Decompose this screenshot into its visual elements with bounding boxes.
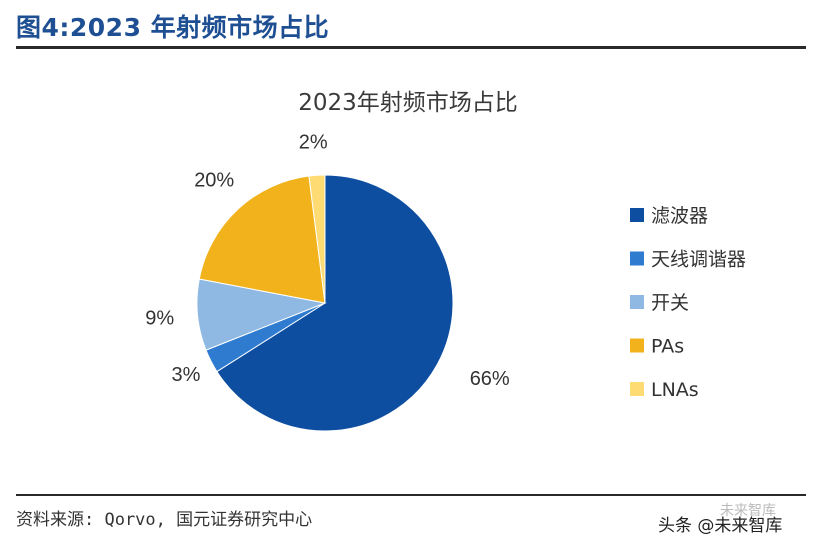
legend-label-0: 滤波器: [651, 205, 708, 227]
legend-label-3: PAs: [651, 336, 684, 358]
slice-label-3: 20%: [194, 169, 234, 191]
slice-label-2: 9%: [145, 308, 174, 330]
slice-label-4: 2%: [299, 131, 328, 153]
legend-label-2: 开关: [651, 292, 689, 314]
legend-swatch-3: [630, 338, 644, 353]
pie-slices: [196, 174, 454, 432]
pie-slice-3: [198, 175, 326, 304]
legend-swatch-4: [630, 382, 644, 396]
chart-title: 2023年射频市场占比: [298, 90, 518, 116]
watermark: 头条 @未来智库: [658, 516, 783, 536]
top-divider: [16, 46, 806, 49]
pie-slice-0: [216, 174, 454, 432]
bottom-divider: [16, 494, 806, 496]
legend-label-4: LNAs: [651, 379, 699, 401]
watermark-faint: 未来智库: [720, 503, 776, 519]
source-note: 资料来源: Qorvo, 国元证券研究中心: [16, 510, 313, 530]
slice-label-1: 3%: [172, 364, 201, 386]
figure-title: 图4:2023 年射频市场占比: [16, 13, 330, 42]
slice-label-0: 66%: [470, 368, 510, 390]
legend-label-1: 天线调谐器: [651, 249, 746, 271]
legend-swatch-0: [630, 208, 644, 222]
legend-swatch-1: [630, 251, 644, 266]
legend-swatch-2: [630, 295, 644, 309]
pie-labels: 66% 3% 9% 20% 2%: [145, 131, 510, 390]
pie-slice-4: [308, 174, 326, 304]
